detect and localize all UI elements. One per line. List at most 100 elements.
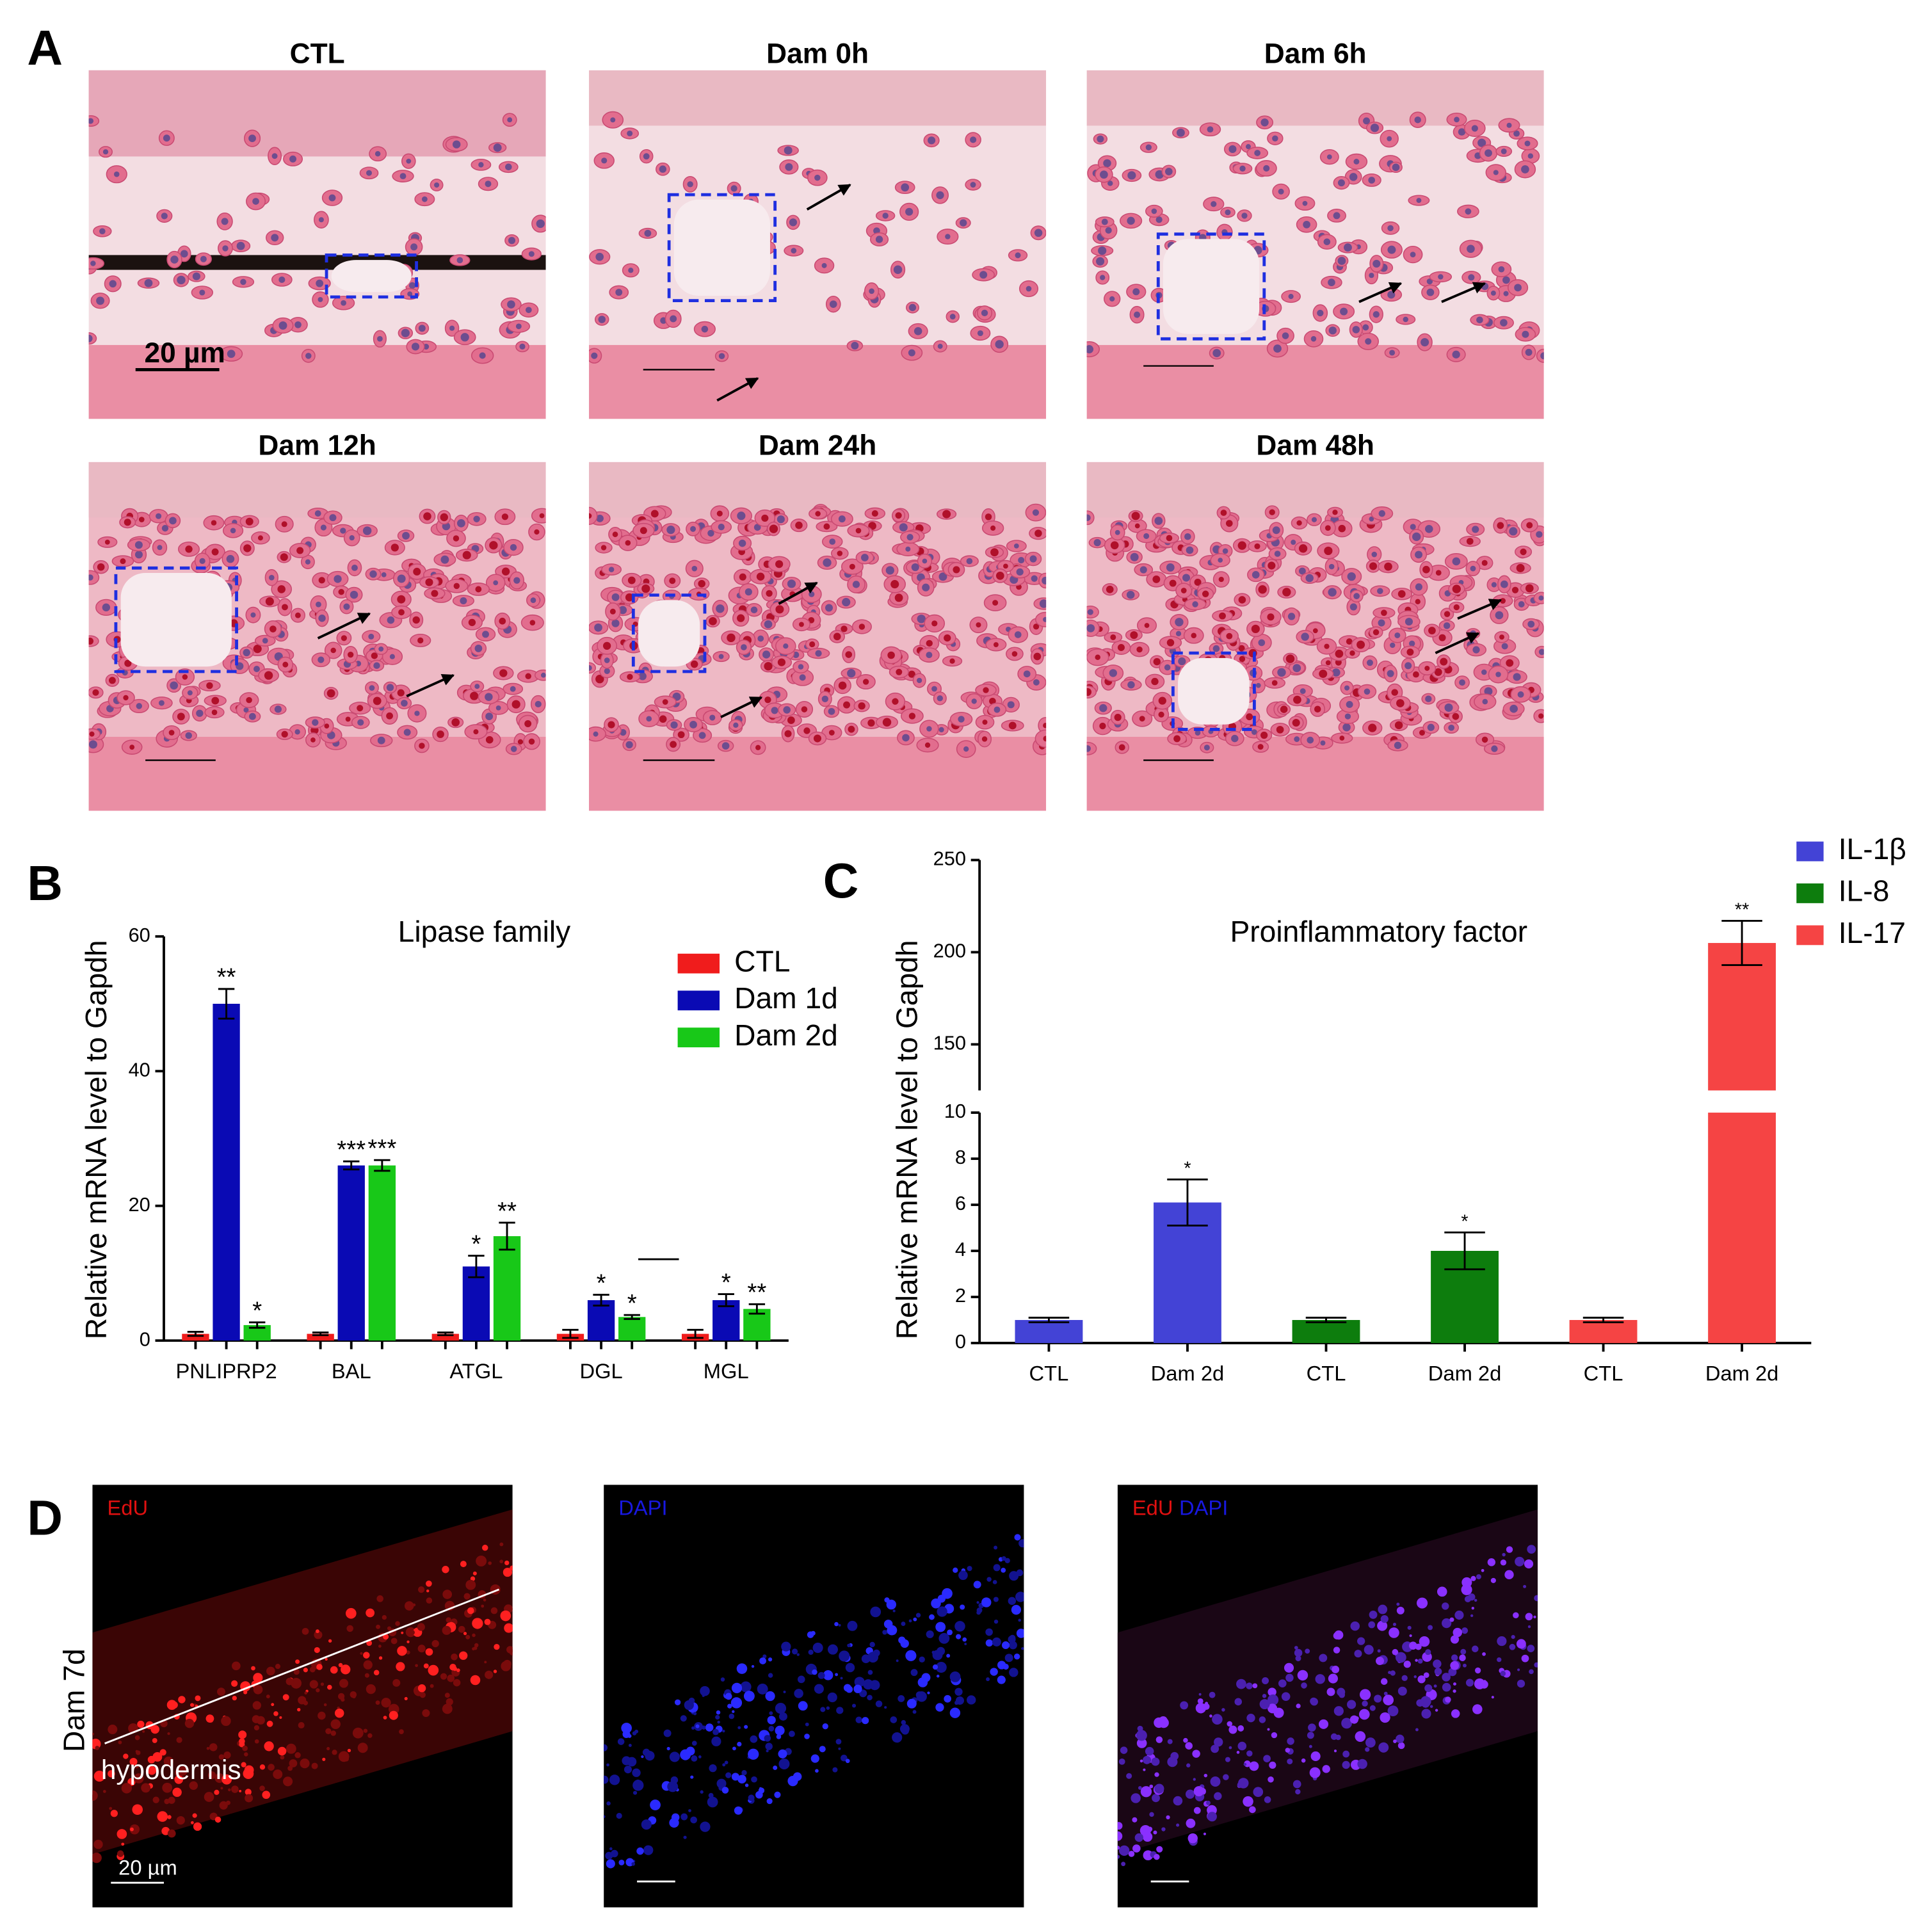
stained-cell xyxy=(1209,1691,1216,1698)
bar xyxy=(337,1165,365,1341)
stained-cell xyxy=(193,1822,202,1831)
nucleus xyxy=(1169,579,1177,587)
nucleus xyxy=(1154,517,1163,525)
stained-cell xyxy=(759,1657,766,1664)
nucleus xyxy=(1292,718,1300,727)
stained-cell xyxy=(774,1791,781,1798)
nucleus xyxy=(1175,618,1184,627)
nucleus xyxy=(960,219,967,227)
stained-cell xyxy=(346,1625,353,1632)
stained-cell xyxy=(1534,1595,1538,1602)
stained-cell xyxy=(1434,1668,1442,1675)
nucleus xyxy=(1477,138,1486,147)
stained-cell xyxy=(141,1783,151,1793)
stained-cell xyxy=(1193,1778,1196,1781)
nucleus xyxy=(1176,128,1185,137)
nucleus xyxy=(414,711,420,716)
nucleus xyxy=(157,545,163,551)
chart-title: Lipase family xyxy=(398,915,571,948)
nucleus xyxy=(936,191,944,200)
nucleus xyxy=(265,597,274,606)
nucleus xyxy=(246,696,252,704)
nucleus xyxy=(170,681,179,690)
nucleus xyxy=(316,601,321,608)
stained-cell xyxy=(1365,1747,1370,1752)
nucleus xyxy=(1086,624,1095,632)
nucleus xyxy=(608,567,615,572)
stained-cell xyxy=(92,1732,95,1735)
stained-cell xyxy=(417,1623,425,1631)
nucleus xyxy=(452,140,461,149)
nucleus xyxy=(942,510,951,519)
stained-cell xyxy=(1517,1668,1520,1671)
nucleus xyxy=(659,715,667,723)
stained-cell xyxy=(223,1751,231,1759)
nucleus xyxy=(976,622,981,628)
vacuole xyxy=(673,199,770,296)
stained-cell xyxy=(407,1640,410,1643)
nucleus xyxy=(1109,669,1118,677)
nucleus xyxy=(985,513,992,520)
nucleus xyxy=(906,534,914,541)
stained-cell xyxy=(867,1652,879,1663)
nucleus xyxy=(1144,623,1150,628)
nucleus xyxy=(825,604,833,612)
stained-cell xyxy=(814,1684,824,1694)
nucleus xyxy=(963,746,969,752)
stained-cell xyxy=(705,1723,714,1732)
stained-cell xyxy=(273,1769,283,1780)
nucleus xyxy=(775,605,784,614)
stained-cell xyxy=(778,1758,790,1769)
nucleus xyxy=(470,691,479,700)
nucleus xyxy=(211,709,218,716)
stained-cell xyxy=(1332,1666,1340,1673)
nucleus xyxy=(1015,252,1021,259)
stained-cell xyxy=(501,1661,511,1671)
nucleus xyxy=(431,590,439,597)
stained-cell xyxy=(708,1792,714,1798)
nucleus xyxy=(593,731,599,737)
nucleus xyxy=(294,321,302,328)
stained-cell xyxy=(167,1815,172,1819)
stained-cell xyxy=(426,1590,430,1593)
nucleus xyxy=(1509,527,1518,536)
stained-cell xyxy=(1004,1654,1013,1662)
nucleus xyxy=(1369,516,1374,522)
nucleus xyxy=(716,604,725,613)
nucleus xyxy=(982,720,988,725)
nucleus xyxy=(721,742,730,750)
stained-cell xyxy=(401,1631,404,1634)
stained-cell xyxy=(440,1673,447,1680)
nucleus xyxy=(402,531,410,540)
nucleus xyxy=(1225,520,1233,527)
nucleus xyxy=(1101,218,1108,225)
nucleus xyxy=(102,149,109,155)
stained-cell xyxy=(1497,1657,1502,1662)
stained-cell xyxy=(1472,1645,1479,1653)
stained-cell xyxy=(289,1759,298,1767)
nucleus xyxy=(896,668,903,675)
legend-swatch xyxy=(1796,925,1824,946)
stained-cell xyxy=(870,1606,881,1618)
nucleus xyxy=(922,583,930,592)
nucleus xyxy=(771,707,778,714)
cell xyxy=(1536,348,1544,363)
nucleus xyxy=(1406,648,1414,656)
nucleus xyxy=(707,529,714,537)
stained-cell xyxy=(297,1707,301,1712)
stained-cell xyxy=(663,1729,672,1737)
stained-cell xyxy=(1008,1635,1016,1644)
stained-cell xyxy=(1238,1778,1249,1789)
stained-cell xyxy=(1442,1673,1451,1682)
nucleus xyxy=(600,545,607,551)
nucleus xyxy=(650,510,659,518)
nucleus xyxy=(1152,575,1161,583)
stained-cell xyxy=(1413,1675,1417,1678)
nucleus xyxy=(1538,595,1544,601)
nucleus xyxy=(389,654,395,659)
stained-cell xyxy=(1253,1787,1264,1798)
stained-cell xyxy=(1228,1725,1237,1734)
nucleus xyxy=(1440,657,1448,666)
stained-cell xyxy=(1243,1762,1247,1766)
scale-bar-label: 20 µm xyxy=(118,1855,177,1879)
